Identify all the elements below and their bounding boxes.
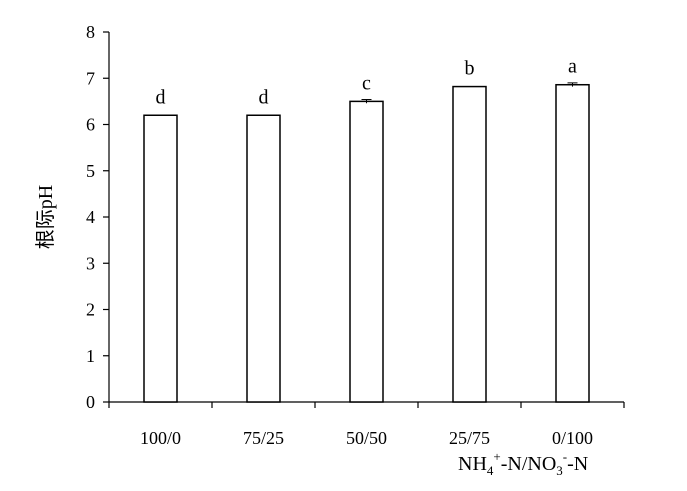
x-tick-label: 0/100 (552, 428, 593, 448)
x-tick-label: 75/25 (243, 428, 284, 448)
significance-letter: d (259, 86, 269, 108)
y-tick-label: 1 (86, 346, 95, 366)
x-axis-label-superscript: - (563, 449, 567, 464)
bar-1 (143, 114, 178, 403)
bar-3 (349, 100, 384, 403)
x-tick-label: 100/0 (140, 428, 181, 448)
x-tick-label: 50/50 (346, 428, 387, 448)
y-tick-label: 3 (86, 253, 95, 273)
y-tick-label: 0 (86, 392, 95, 412)
significance-letter: d (156, 86, 166, 108)
bars (143, 82, 590, 403)
x-axis-label-superscript: + (493, 449, 500, 464)
significance-letter: b (465, 58, 475, 80)
x-axis-label: NH4+-N/NO3--N (458, 449, 588, 478)
significance-letter: a (568, 56, 577, 78)
bar-4 (452, 85, 487, 403)
y-tick-label: 5 (86, 161, 95, 181)
x-axis-label-text: -N (567, 453, 588, 475)
labels: 0 1 2 3 4 5 6 7 8 d 100/0 d 75/25 c 50/50 b 25/75 a 0/100 根… (34, 22, 593, 478)
y-tick-label: 8 (86, 22, 95, 42)
x-axis-label-text: -N/NO (501, 453, 557, 475)
x-axis-label-subscript: 4 (487, 463, 494, 478)
y-tick-label: 2 (86, 300, 95, 320)
y-tick-label: 6 (86, 115, 95, 135)
axes (103, 31, 625, 408)
y-tick-label: 7 (86, 68, 95, 88)
x-axis-label-subscript: 3 (556, 463, 563, 478)
x-axis-label-text: NH (458, 453, 487, 475)
bar-5 (555, 83, 590, 403)
y-axis-label: 根际pH (34, 185, 57, 249)
bar-2 (246, 114, 281, 403)
x-tick-label: 25/75 (449, 428, 490, 448)
significance-letter: c (362, 72, 371, 94)
y-tick-label: 4 (86, 207, 95, 227)
